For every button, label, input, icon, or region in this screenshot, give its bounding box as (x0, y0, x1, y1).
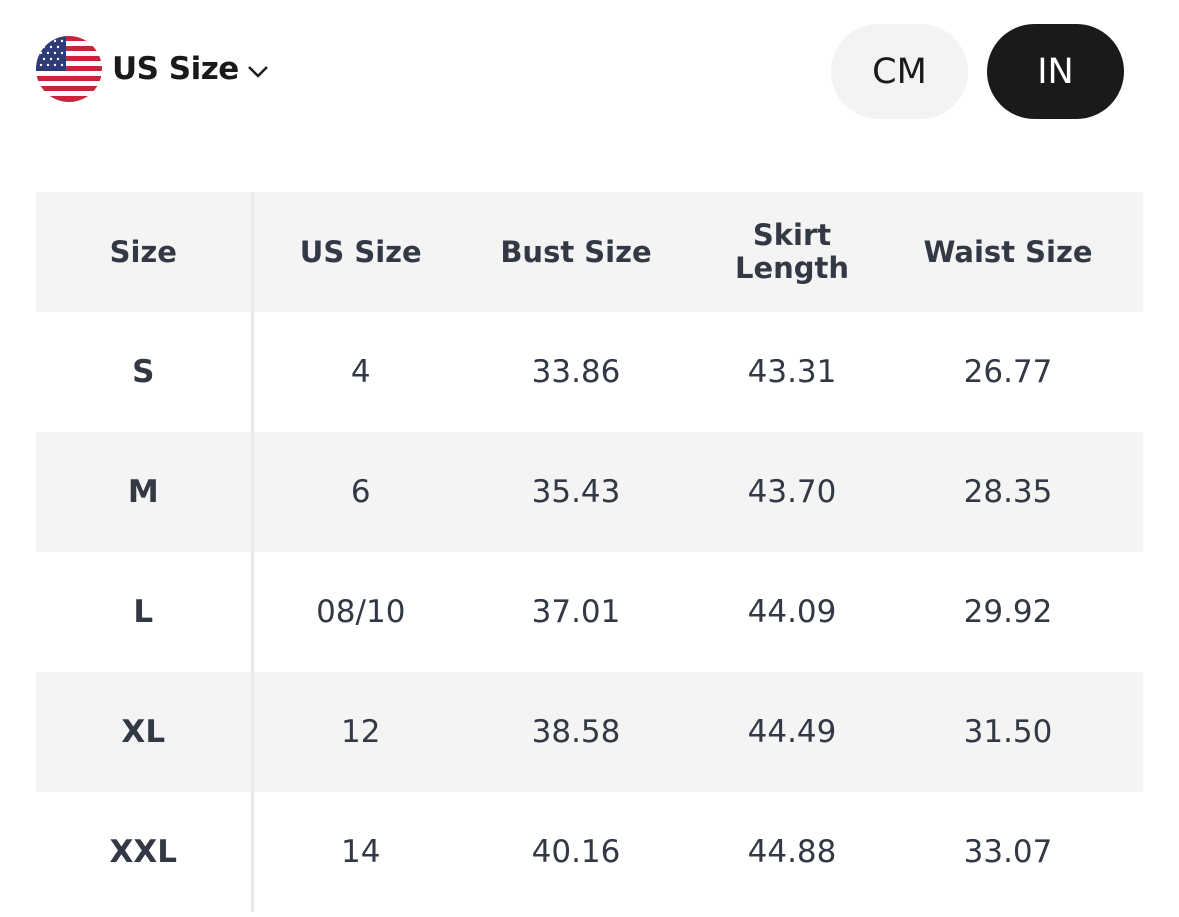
unit-in-button[interactable]: IN (987, 24, 1124, 119)
table-cell: 14 (341, 834, 381, 870)
size-chart-table: Size US Size Bust Size Skirt Length Wais… (36, 192, 1145, 912)
table-cell: 44.88 (747, 834, 837, 870)
table-cell: 26.77 (963, 354, 1053, 390)
table-cell: 38.58 (468, 672, 684, 792)
table-cell: 31.50 (900, 672, 1143, 792)
table-cell: 40.16 (531, 834, 621, 870)
table-cell: 44.09 (747, 594, 837, 630)
table-cell: 29.92 (963, 594, 1053, 630)
header-waist-size: Waist Size (900, 192, 1143, 312)
table-row: XXL 14 40.16 44.88 33.07 (36, 792, 1143, 912)
table-row: XL 12 38.58 44.49 31.50 (36, 672, 1143, 792)
table-row: M 6 35.43 43.70 28.35 (36, 432, 1143, 552)
table-cell: 33.86 (531, 354, 621, 390)
table-cell: 44.49 (684, 672, 900, 792)
table-cell: XXL (36, 792, 254, 912)
header-skirt-length: Skirt Length (684, 192, 900, 312)
header-bust-size: Bust Size (468, 192, 684, 312)
table-cell: 35.43 (468, 432, 684, 552)
table-header-row: Size US Size Bust Size Skirt Length Wais… (36, 192, 1143, 312)
region-size-selector[interactable]: US Size (36, 36, 269, 102)
table-cell: 43.70 (684, 432, 900, 552)
table-row: S 4 33.86 43.31 26.77 (36, 312, 1143, 432)
region-label: US Size (112, 51, 239, 87)
us-flag-icon (36, 36, 102, 102)
table-cell: 12 (252, 672, 468, 792)
table-cell: 37.01 (531, 594, 621, 630)
header-us-size: US Size (252, 192, 468, 312)
table-cell: 33.07 (963, 834, 1053, 870)
table-cell: 08/10 (316, 594, 406, 630)
table-cell: XL (36, 672, 254, 792)
header-size: Size (36, 192, 254, 312)
table-cell: S (36, 312, 254, 432)
unit-cm-button[interactable]: CM (831, 24, 968, 119)
table-cell: 4 (350, 354, 371, 390)
table-cell: 6 (252, 432, 468, 552)
table-cell: M (36, 432, 254, 552)
table-cell: 43.31 (747, 354, 837, 390)
table-row: L 08/10 37.01 44.09 29.92 (36, 552, 1143, 672)
table-cell: L (36, 552, 254, 672)
chevron-down-icon (247, 66, 268, 78)
table-cell: 28.35 (900, 432, 1143, 552)
